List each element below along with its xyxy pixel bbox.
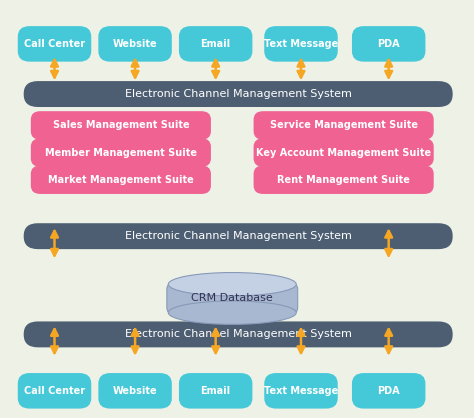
Text: Member Management Suite: Member Management Suite	[45, 148, 197, 158]
FancyBboxPatch shape	[18, 373, 91, 409]
Text: Website: Website	[113, 39, 157, 49]
FancyBboxPatch shape	[24, 223, 453, 249]
FancyBboxPatch shape	[24, 81, 453, 107]
FancyBboxPatch shape	[352, 26, 425, 61]
Ellipse shape	[168, 273, 296, 296]
Ellipse shape	[168, 301, 296, 324]
FancyBboxPatch shape	[179, 26, 252, 61]
FancyBboxPatch shape	[264, 26, 337, 61]
FancyBboxPatch shape	[98, 26, 172, 61]
Text: Electronic Channel Management System: Electronic Channel Management System	[125, 329, 352, 339]
FancyBboxPatch shape	[254, 166, 434, 194]
FancyBboxPatch shape	[179, 373, 252, 409]
Text: PDA: PDA	[377, 39, 400, 49]
Text: Key Account Management Suite: Key Account Management Suite	[256, 148, 431, 158]
Text: Sales Management Suite: Sales Management Suite	[53, 120, 189, 130]
Text: Email: Email	[201, 39, 231, 49]
Text: Text Message: Text Message	[264, 386, 338, 396]
Text: Email: Email	[201, 386, 231, 396]
Text: CRM Database: CRM Database	[191, 293, 273, 303]
Text: Rent Management Suite: Rent Management Suite	[277, 175, 410, 185]
FancyBboxPatch shape	[18, 26, 91, 61]
FancyBboxPatch shape	[352, 373, 425, 409]
FancyBboxPatch shape	[167, 283, 298, 314]
Text: Call Center: Call Center	[24, 386, 85, 396]
FancyBboxPatch shape	[24, 321, 453, 347]
FancyBboxPatch shape	[254, 111, 434, 140]
FancyBboxPatch shape	[264, 373, 337, 409]
Text: Electronic Channel Management System: Electronic Channel Management System	[125, 89, 352, 99]
Text: Call Center: Call Center	[24, 39, 85, 49]
FancyBboxPatch shape	[31, 111, 211, 140]
Text: PDA: PDA	[377, 386, 400, 396]
FancyBboxPatch shape	[98, 373, 172, 409]
FancyBboxPatch shape	[254, 138, 434, 167]
Text: Service Management Suite: Service Management Suite	[270, 120, 418, 130]
Text: Market Management Suite: Market Management Suite	[48, 175, 194, 185]
Text: Electronic Channel Management System: Electronic Channel Management System	[125, 231, 352, 241]
Text: Text Message: Text Message	[264, 39, 338, 49]
FancyBboxPatch shape	[31, 138, 211, 167]
Text: Website: Website	[113, 386, 157, 396]
FancyBboxPatch shape	[31, 166, 211, 194]
